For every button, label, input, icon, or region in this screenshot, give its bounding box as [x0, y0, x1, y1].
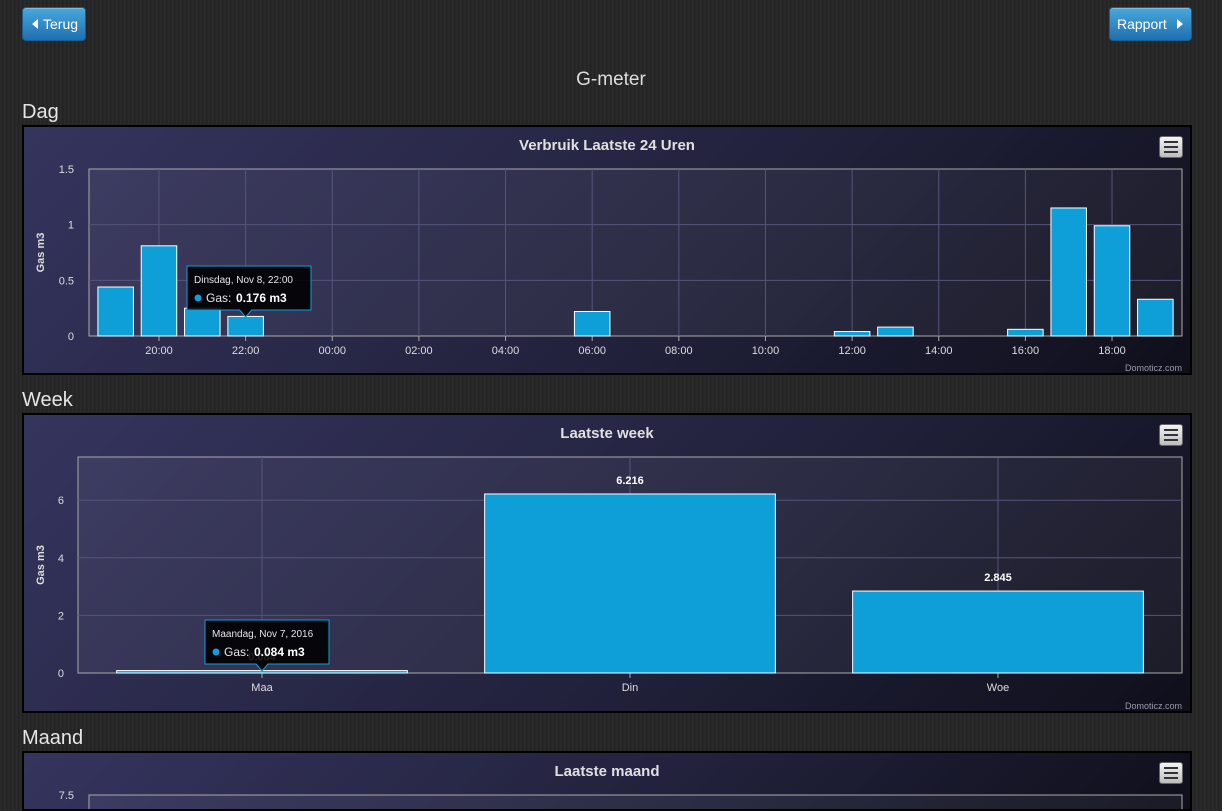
tooltip-value: 0.084 m3 [254, 645, 305, 659]
y-tick-label: 6 [58, 495, 64, 507]
bar-2200 [227, 315, 264, 337]
x-tick-label: Woe [987, 682, 1009, 694]
x-tick-label: Din [622, 682, 639, 694]
x-tick-label: 00:00 [318, 345, 346, 357]
y-tick-label: 4 [58, 553, 64, 565]
x-tick-label: 06:00 [578, 345, 606, 357]
data-label: 2.845 [984, 572, 1012, 584]
plot-area [88, 794, 1183, 809]
x-tick-label: 22:00 [232, 345, 260, 357]
tooltip: Maandag, Nov 7, 2016 Gas: 0.084 m3 [204, 619, 330, 672]
chart-title: Verbruik Laatste 24 Uren [519, 137, 695, 154]
chart-title: Laatste week [560, 425, 654, 442]
x-tick-label: 12:00 [838, 345, 866, 357]
y-tick-label: 0.5 [59, 275, 74, 287]
tooltip-box [204, 619, 330, 672]
x-tick-label: 08:00 [665, 345, 693, 357]
x-tick-label: 18:00 [1098, 345, 1126, 357]
x-tick-label: 02:00 [405, 345, 433, 357]
y-tick-label: 1 [68, 220, 74, 232]
chart-week-panel: Laatste week Gas m3 Domoticz.com 0 2 4 6 Maa Din… [22, 413, 1192, 713]
section-title-day: Dag [22, 101, 59, 123]
chevron-left-icon [32, 19, 38, 29]
menu-icon [1164, 429, 1178, 431]
credit-label: Domoticz.com [1125, 363, 1182, 373]
bar-1200 [833, 331, 871, 337]
x-tick-label: Maa [251, 682, 273, 694]
y-axis-label: Gas m3 [35, 545, 47, 585]
x-tick-label: 10:00 [752, 345, 780, 357]
y-tick-label: 0 [68, 331, 74, 343]
bar-1800 [1093, 225, 1131, 337]
report-button[interactable]: Rapport [1109, 7, 1192, 41]
chart-day-menu-button[interactable] [1159, 136, 1183, 158]
chart-month-panel: Laatste maand 7.5 [22, 751, 1192, 811]
x-tick-label: 04:00 [492, 345, 520, 357]
bar-1900 [1137, 298, 1174, 337]
chart-month-menu-button[interactable] [1159, 762, 1183, 784]
page-title: G-meter [576, 69, 646, 90]
section-title-week: Week [22, 389, 73, 411]
bar-2000 [140, 245, 178, 337]
x-tick-label: 16:00 [1012, 345, 1040, 357]
tooltip: Dinsdag, Nov 8, 22:00 Gas: 0.176 m3 [186, 265, 312, 318]
report-button-label: Rapport [1117, 16, 1167, 32]
tooltip-series-dot [212, 648, 220, 656]
y-tick-label: 1.5 [59, 164, 74, 176]
x-tick-label: 14:00 [925, 345, 953, 357]
tooltip-title: Maandag, Nov 7, 2016 [212, 629, 314, 640]
tooltip-box [186, 265, 312, 318]
menu-icon [1164, 767, 1178, 769]
chart-week: Laatste week Gas m3 Domoticz.com 0 2 4 6 Maa Din… [35, 425, 1183, 711]
bar-2100 [184, 307, 221, 337]
y-tick-label: 7.5 [59, 790, 74, 802]
tooltip-series-label: Gas: [224, 645, 249, 659]
tooltip-series-dot [194, 294, 202, 302]
bar-1600 [1007, 328, 1044, 337]
x-tick-label: 20:00 [145, 345, 173, 357]
chart-month: Laatste maand 7.5 [59, 763, 1183, 809]
credit-label: Domoticz.com [1125, 701, 1182, 711]
bar-din [484, 493, 776, 674]
chart-day: Verbruik Laatste 24 Uren Gas m3 Domoticz.c… [35, 137, 1183, 373]
tooltip-value: 0.176 m3 [236, 291, 287, 305]
tooltip-title: Dinsdag, Nov 8, 22:00 [194, 275, 293, 286]
chart-day-panel: Verbruik Laatste 24 Uren Gas m3 Domoticz.c… [22, 125, 1192, 375]
chart-title: Laatste maand [554, 763, 659, 780]
menu-icon [1164, 141, 1178, 143]
y-tick-label: 2 [58, 610, 64, 622]
tooltip-series-label: Gas: [206, 291, 231, 305]
back-button-label: Terug [43, 16, 79, 32]
bar-0600 [573, 311, 611, 337]
y-tick-label: 0 [58, 668, 64, 680]
bar-1700 [1050, 207, 1087, 337]
chart-week-menu-button[interactable] [1159, 424, 1183, 446]
y-axis-label: Gas m3 [35, 233, 47, 273]
bar-woe [852, 590, 1144, 674]
data-label: 6.216 [616, 475, 644, 487]
plot-area [88, 168, 1183, 337]
bar-1300 [877, 326, 914, 337]
section-title-month: Maand [22, 727, 84, 749]
bar-1900 [97, 286, 134, 337]
chevron-right-icon [1176, 19, 1183, 29]
back-button[interactable]: Terug [22, 7, 86, 41]
